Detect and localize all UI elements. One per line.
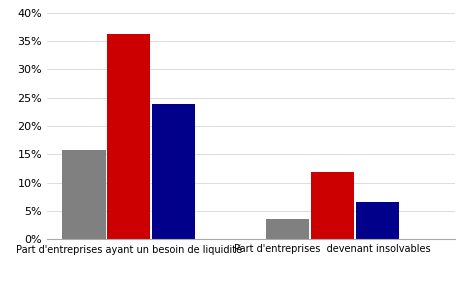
Bar	[107, 34, 150, 239]
Bar	[356, 202, 399, 239]
Bar	[311, 172, 354, 239]
Bar	[62, 150, 106, 239]
Bar	[152, 104, 196, 239]
Bar	[266, 219, 310, 239]
